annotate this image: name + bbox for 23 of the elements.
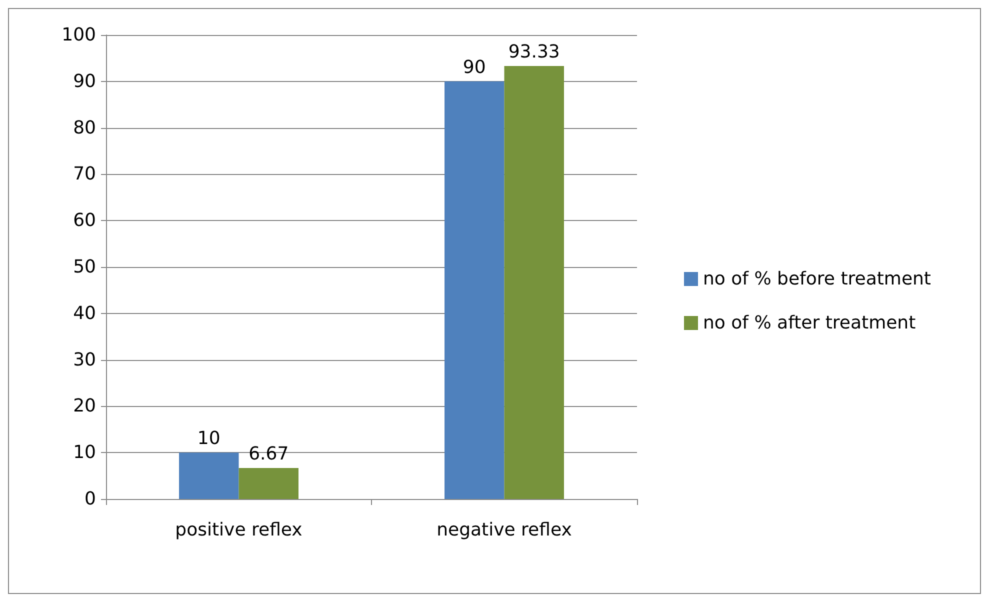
y-tick-label: 100 [62, 24, 96, 46]
legend-label: no of % before treatment [703, 268, 931, 290]
y-tick-label: 90 [73, 70, 96, 92]
x-tick-label: negative reflex [436, 520, 572, 540]
y-tick-label: 60 [73, 210, 96, 232]
y-tick-label: 70 [73, 164, 96, 185]
bar [504, 66, 564, 499]
y-tick-label: 0 [84, 488, 96, 510]
bar [444, 81, 504, 499]
bar [179, 452, 239, 499]
y-tick-label: 40 [73, 302, 96, 324]
y-tick-label: 20 [73, 396, 96, 417]
y-tick-label: 80 [73, 117, 96, 138]
y-tick-label: 30 [73, 349, 96, 370]
data-label: 90 [462, 56, 486, 78]
legend-label: no of % after treatment [703, 312, 916, 334]
y-tick-label: 10 [73, 442, 96, 464]
data-label: 10 [197, 428, 220, 450]
data-label: 93.33 [508, 41, 560, 62]
data-label: 6.67 [248, 444, 289, 465]
bar [238, 468, 298, 499]
x-tick-label: positive reflex [175, 520, 303, 540]
y-tick-label: 50 [73, 256, 96, 278]
